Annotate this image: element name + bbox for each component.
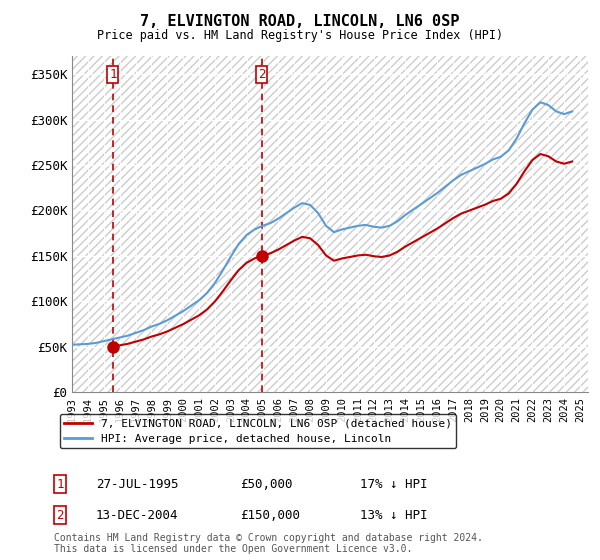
Text: 1: 1 xyxy=(109,68,116,81)
Text: 27-JUL-1995: 27-JUL-1995 xyxy=(96,478,179,491)
Text: £150,000: £150,000 xyxy=(240,508,300,522)
Text: 7, ELVINGTON ROAD, LINCOLN, LN6 0SP: 7, ELVINGTON ROAD, LINCOLN, LN6 0SP xyxy=(140,14,460,29)
Text: 2: 2 xyxy=(258,68,265,81)
Text: £50,000: £50,000 xyxy=(240,478,293,491)
Legend: 7, ELVINGTON ROAD, LINCOLN, LN6 0SP (detached house), HPI: Average price, detach: 7, ELVINGTON ROAD, LINCOLN, LN6 0SP (det… xyxy=(59,414,456,449)
Text: 13% ↓ HPI: 13% ↓ HPI xyxy=(360,508,427,522)
Text: Price paid vs. HM Land Registry's House Price Index (HPI): Price paid vs. HM Land Registry's House … xyxy=(97,29,503,42)
Text: 1: 1 xyxy=(56,478,64,491)
Text: 2: 2 xyxy=(56,508,64,522)
Text: Contains HM Land Registry data © Crown copyright and database right 2024.
This d: Contains HM Land Registry data © Crown c… xyxy=(54,533,483,554)
Text: 17% ↓ HPI: 17% ↓ HPI xyxy=(360,478,427,491)
Text: 13-DEC-2004: 13-DEC-2004 xyxy=(96,508,179,522)
